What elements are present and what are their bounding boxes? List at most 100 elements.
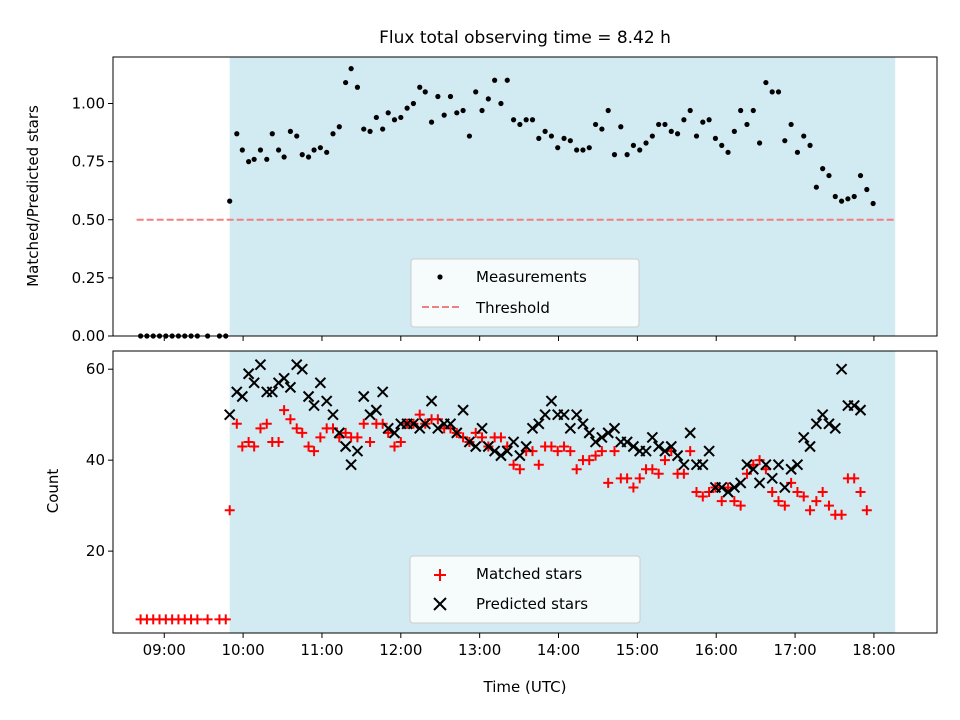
predicted-star-point	[848, 399, 860, 412]
top-y-ticks: 0.00 0.25 0.50 0.75 1.00	[72, 95, 113, 345]
bottom-ytick-label: 60	[86, 360, 105, 378]
measurement-point	[820, 166, 826, 172]
predicted-star-point	[829, 422, 841, 435]
matched-star-point	[590, 450, 601, 461]
matched-star-point	[849, 473, 860, 484]
predicted-star-point	[671, 449, 684, 462]
xtick-label: 14:00	[537, 641, 580, 659]
measurement-point	[719, 142, 725, 148]
measurement-point	[498, 100, 504, 107]
measurement-point	[485, 96, 491, 102]
matched-star-point	[224, 505, 235, 516]
top-x-ticks	[163, 336, 875, 341]
measurement-point	[510, 117, 517, 123]
matched-star-point	[508, 459, 519, 470]
measurement-point	[385, 110, 391, 116]
top-legend: Measurements Threshold	[410, 258, 640, 328]
matched-star-point	[805, 505, 816, 516]
top-panel: 0.00 0.25 0.50 0.75 1.00 Flux total observin…	[24, 28, 938, 345]
predicted-star-point	[804, 440, 816, 453]
measurement-point	[417, 84, 423, 90]
measurement-point	[618, 124, 624, 130]
measurement-point	[460, 107, 466, 114]
measurement-point	[769, 89, 775, 95]
measurement-point	[492, 77, 498, 83]
measurement-point	[700, 119, 706, 125]
bottom-x-ticks: 09:00 10:00 11:00 12:00 13:00 14:00 15:00 16:00…	[143, 633, 896, 659]
matched-star-point	[704, 487, 715, 497]
measurement-point	[294, 133, 300, 139]
matched-star-point	[309, 446, 320, 457]
predicted-star-point	[577, 418, 589, 430]
matched-star-point	[432, 414, 443, 425]
predicted-star-point	[558, 408, 570, 421]
predicted-star-point	[370, 404, 383, 416]
measurement-point	[361, 126, 367, 132]
measurement-point	[788, 121, 794, 128]
predicted-star-point	[684, 427, 696, 439]
measurement-point	[756, 140, 763, 146]
predicted-star-point	[314, 377, 327, 389]
measurement-point	[838, 198, 845, 204]
measurement-point	[725, 149, 731, 155]
matched-star-point	[458, 432, 469, 443]
measurement-point	[630, 142, 637, 148]
predicted-star-point	[463, 436, 476, 448]
measurement-point	[410, 100, 417, 107]
matched-star-point	[628, 482, 639, 493]
matched-star-point	[609, 446, 620, 457]
predicted-star-point	[351, 445, 364, 457]
predicted-star-point	[678, 459, 690, 471]
measurement-point	[435, 93, 441, 100]
measurement-point	[807, 142, 813, 148]
predicted-star-point	[382, 422, 394, 435]
matched-star-point	[691, 487, 702, 497]
matched-star-point	[741, 468, 752, 479]
predicted-star-point	[507, 436, 520, 448]
matched-star-point	[659, 455, 670, 466]
predicted-star-point	[476, 422, 488, 435]
matched-star-point	[315, 432, 326, 443]
predicted-star-point	[716, 481, 728, 494]
top-ytick-label: 0.75	[72, 153, 105, 171]
measurement-point	[656, 121, 662, 128]
predicted-star-point	[589, 436, 602, 448]
predicted-star-point	[753, 477, 766, 489]
matched-star-point	[634, 473, 645, 484]
predicted-star-point	[327, 408, 339, 421]
predicted-star-point	[407, 418, 420, 430]
measurement-point	[404, 105, 410, 111]
measurement-point	[330, 131, 336, 137]
matched-star-point	[773, 496, 784, 507]
matched-star-point	[389, 441, 400, 452]
measurement-point	[466, 133, 473, 139]
measurement-point	[479, 107, 485, 114]
predicted-star-point	[345, 459, 357, 471]
predicted-star-point	[659, 445, 671, 457]
predicted-star-point	[236, 390, 249, 403]
measurement-point	[801, 133, 807, 139]
measurement-point	[336, 124, 342, 130]
predicted-star-point	[376, 386, 389, 398]
predicted-star-point	[545, 395, 558, 407]
matched-star-point	[249, 441, 260, 452]
predicted-star-point	[296, 363, 308, 375]
matched-star-point	[470, 427, 481, 438]
measurement-point	[454, 110, 460, 116]
matched-star-point	[340, 427, 351, 438]
predicted-star-point	[520, 440, 532, 453]
measurement-point	[311, 147, 317, 153]
predicted-star-point	[646, 431, 659, 444]
matched-star-point	[414, 409, 425, 420]
predicted-star-point	[583, 427, 595, 439]
matched-star-point	[817, 487, 828, 497]
measurement-point	[281, 154, 287, 160]
matched-star-point	[559, 441, 570, 452]
matched-star-point	[754, 455, 765, 466]
xtick-label: 17:00	[773, 641, 816, 659]
predicted-star-point	[470, 440, 482, 453]
top-ytick-label: 0.50	[72, 211, 105, 229]
xtick-label: 11:00	[300, 641, 343, 659]
predicted-star-point	[488, 445, 501, 457]
